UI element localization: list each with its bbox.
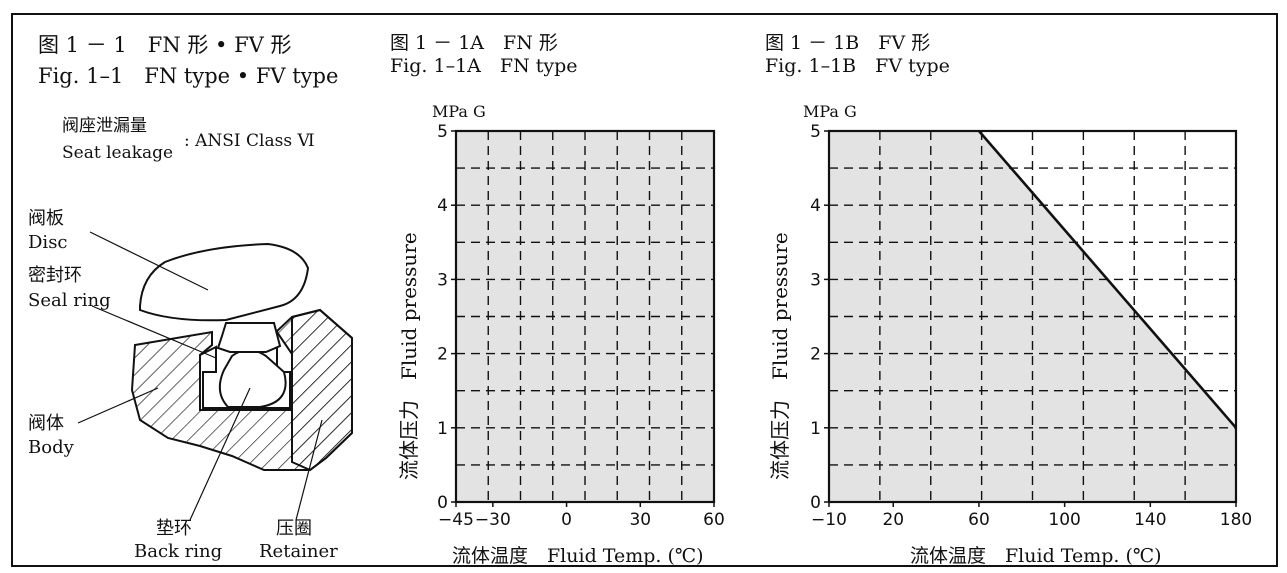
left-title-cn: 图 1 － 1 FN 形 • FV 形 <box>38 33 292 57</box>
chart-b-x-tick-label: 60 <box>968 510 990 530</box>
seat-leakage-en: Seat leakage <box>62 143 174 163</box>
chart-b-x-tick-label: 100 <box>1048 510 1080 530</box>
disc <box>139 242 310 322</box>
chart-b-y-tick-label: 1 <box>810 419 821 439</box>
chart-a-y-tick-label: 0 <box>437 493 448 513</box>
chart-a-y-tick-label: 4 <box>437 196 448 216</box>
chart-a-x-tick-label: 30 <box>629 510 651 530</box>
chart-a-x-tick-label: −30 <box>475 510 511 530</box>
disc-leader <box>89 231 209 291</box>
chart-a-x-tick-label: 60 <box>703 510 725 530</box>
disc-label-en: Disc <box>28 232 68 253</box>
seal-ring-label-cn: 密封环 <box>28 265 82 286</box>
body-leader <box>77 387 159 424</box>
retainer-leader <box>295 419 323 521</box>
chart-a-y-tick-label: 1 <box>437 419 448 439</box>
seat-leakage-cn: 阀座泄漏量 <box>62 116 147 136</box>
back-ring-label-cn: 垫环 <box>156 518 192 539</box>
figure-frame <box>11 13 1278 567</box>
left-title-en: Fig. 1–1 FN type • FV type <box>38 64 339 88</box>
chart-a-x-tick-label: −45 <box>438 510 474 530</box>
chart-b-title-en: Fig. 1–1B FV type <box>765 55 950 77</box>
chart-a-x-tick-label: 0 <box>561 510 572 530</box>
chart-b-x-tick-label: 180 <box>1220 510 1252 530</box>
retainer <box>291 308 353 472</box>
chart-b-plot-frame <box>827 129 1238 504</box>
chart-b-y-tick-label: 2 <box>810 345 821 365</box>
retainer-label-cn: 压圈 <box>276 518 312 539</box>
chart-b-y-tick-label: 3 <box>810 270 821 290</box>
chart-a-plot-frame <box>454 129 716 504</box>
chart-b-x-tick-label: −10 <box>811 510 847 530</box>
chart-b-y-tick-label: 4 <box>810 196 821 216</box>
chart-b-y-unit: MPa G <box>803 102 857 121</box>
body-label-en: Body <box>28 437 74 458</box>
back-ring-label-en: Back ring <box>134 541 223 562</box>
chart-b-title-cn: 图 1 － 1B FV 形 <box>765 32 931 54</box>
chart-a-y-tick-label: 3 <box>437 270 448 290</box>
chart-b-x-tick-label: 20 <box>882 510 904 530</box>
body-label-cn: 阀体 <box>28 413 64 434</box>
seal-ring-label-en: Seal ring <box>28 290 111 311</box>
chart-a-title-cn: 图 1 － 1A FN 形 <box>390 32 558 54</box>
chart-a-y-tick-label: 2 <box>437 345 448 365</box>
chart-a-y-unit: MPa G <box>432 102 486 121</box>
chart-a-y-tick-label: 5 <box>437 122 448 142</box>
chart-b-y-tick-label: 0 <box>810 493 821 513</box>
seat-leakage-value: : ANSI Class Ⅵ <box>184 131 315 151</box>
seal-ring <box>216 322 282 353</box>
chart-b-x-axis-label: 流体温度 Fluid Temp. (℃) <box>910 545 1162 567</box>
chart-b-limit-line <box>977 130 1237 429</box>
back-ring-leader <box>189 387 251 521</box>
chart-a-title-en: Fig. 1–1A FN type <box>390 55 578 77</box>
disc-label-cn: 阀板 <box>28 208 64 229</box>
chart-b-y-tick-label: 5 <box>810 122 821 142</box>
chart-a-x-axis-label: 流体温度 Fluid Temp. (℃) <box>452 545 704 567</box>
seal-ring-leader <box>91 305 217 359</box>
chart-b-x-tick-label: 140 <box>1134 510 1166 530</box>
retainer-label-en: Retainer <box>259 541 338 562</box>
